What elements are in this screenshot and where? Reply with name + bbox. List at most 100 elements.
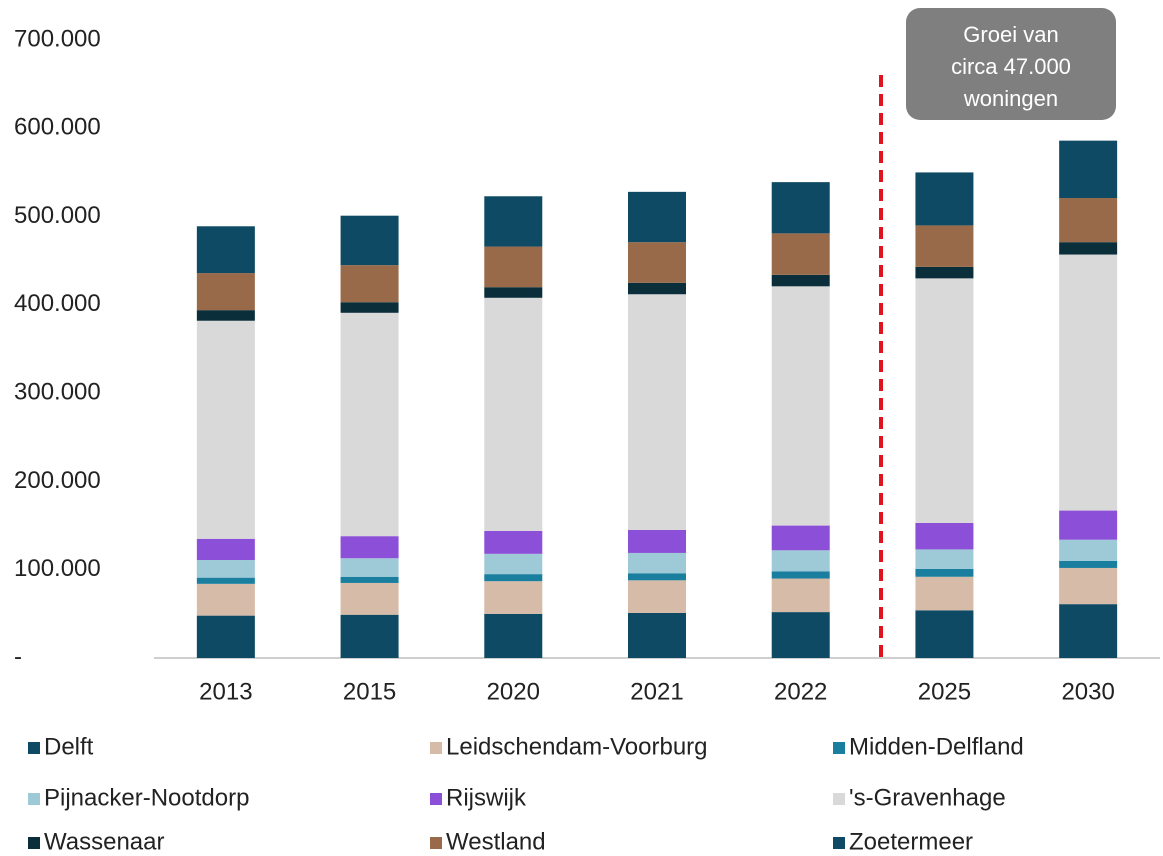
bar-segment	[484, 581, 543, 614]
legend-swatch	[833, 837, 845, 849]
legend-label: Leidschendam-Voorburg	[446, 733, 708, 760]
bar-segment	[915, 522, 974, 550]
legend-swatch	[28, 837, 40, 849]
bar-segment	[771, 525, 830, 551]
annotation-box	[906, 8, 1116, 120]
bar-segment	[196, 310, 255, 321]
y-tick-label: 500.000	[14, 202, 101, 229]
x-tick-label: 2021	[630, 678, 683, 705]
legend-label: Westland	[446, 828, 546, 855]
bar-segment	[915, 610, 974, 658]
bar-segment	[628, 552, 686, 574]
y-tick-label: 400.000	[14, 290, 101, 317]
bar-segment	[340, 614, 399, 658]
bar-segment	[915, 568, 974, 577]
legend-label: Delft	[44, 733, 94, 760]
bar-segment	[1059, 510, 1118, 540]
legend-label: Rijswijk	[446, 784, 527, 811]
bar-segment	[340, 265, 399, 303]
bar-segment	[484, 553, 543, 575]
bar-segment	[196, 320, 255, 539]
bar-segment	[771, 578, 830, 613]
bar-segment	[340, 312, 399, 537]
annotation-text: circa 47.000	[951, 54, 1071, 79]
bar-segment	[340, 536, 399, 559]
bar-segment	[340, 302, 399, 313]
bar-segment	[771, 550, 830, 572]
bar-segment	[1059, 539, 1118, 561]
bar-segment	[1059, 198, 1118, 243]
x-tick-label: 2013	[199, 678, 252, 705]
bar-segment	[1059, 560, 1118, 568]
bar-segment	[484, 613, 543, 658]
annotation-text: woningen	[963, 86, 1058, 111]
bar-segment	[915, 266, 974, 279]
legend-swatch	[28, 793, 40, 805]
legend-swatch	[430, 837, 442, 849]
bar-segment	[628, 294, 686, 530]
bar-segment	[196, 226, 255, 274]
legend-label: Wassenaar	[44, 828, 165, 855]
bar-segment	[915, 172, 974, 226]
bar-segment	[1059, 604, 1118, 658]
bar-segment	[1059, 140, 1118, 199]
bar-segment	[771, 286, 830, 526]
x-tick-label: 2030	[1061, 678, 1114, 705]
y-tick-label: 300.000	[14, 378, 101, 405]
bar-segment	[628, 529, 686, 553]
x-tick-label: 2025	[918, 678, 971, 705]
bar-segment	[915, 549, 974, 569]
bar-segment	[628, 612, 686, 658]
bar-segment	[915, 278, 974, 523]
bar-segment	[196, 615, 255, 658]
bar-segment	[340, 582, 399, 615]
bar-segment	[1059, 242, 1118, 255]
bar-segment	[915, 576, 974, 611]
y-tick-label: 100.000	[14, 555, 101, 582]
bar-segment	[771, 612, 830, 658]
bar-segment	[484, 297, 543, 531]
legend-swatch	[833, 793, 845, 805]
bar-segment	[196, 577, 255, 584]
x-tick-label: 2020	[487, 678, 540, 705]
legend-label: 's-Gravenhage	[849, 784, 1006, 811]
bar-segment	[340, 558, 399, 577]
legend-label: Zoetermeer	[849, 828, 973, 855]
legend-label: Midden-Delfland	[849, 733, 1024, 760]
bar-segment	[196, 583, 255, 616]
legend-label: Pijnacker-Nootdorp	[44, 784, 249, 811]
x-tick-label: 2015	[343, 678, 396, 705]
bar-segment	[196, 273, 255, 311]
bar-segment	[628, 242, 686, 283]
legend-swatch	[28, 742, 40, 754]
bar-segment	[484, 246, 543, 288]
annotation-text: Groei van	[963, 22, 1058, 47]
bar-segment	[628, 573, 686, 581]
bar-segment	[340, 215, 399, 266]
y-tick-label: 600.000	[14, 114, 101, 141]
bar-segment	[628, 282, 686, 295]
x-tick-label: 2022	[774, 678, 827, 705]
bar-segment	[915, 225, 974, 267]
legend-swatch	[430, 742, 442, 754]
y-tick-label: -	[14, 643, 22, 670]
bar-segment	[484, 287, 543, 298]
bar-segment	[196, 538, 255, 561]
bar-segment	[628, 191, 686, 243]
bar-segment	[196, 560, 255, 578]
bar-segment	[484, 530, 543, 554]
bar-segment	[771, 274, 830, 287]
bar-segment	[1059, 567, 1118, 605]
bar-segment	[484, 196, 543, 247]
bar-segment	[1059, 254, 1118, 511]
y-tick-label: 700.000	[14, 25, 101, 52]
bar-segment	[771, 571, 830, 579]
bar-segment	[484, 574, 543, 582]
bar-segment	[771, 233, 830, 275]
bar-segment	[628, 580, 686, 613]
legend-swatch	[430, 793, 442, 805]
bar-segment	[771, 182, 830, 234]
y-tick-label: 200.000	[14, 467, 101, 494]
